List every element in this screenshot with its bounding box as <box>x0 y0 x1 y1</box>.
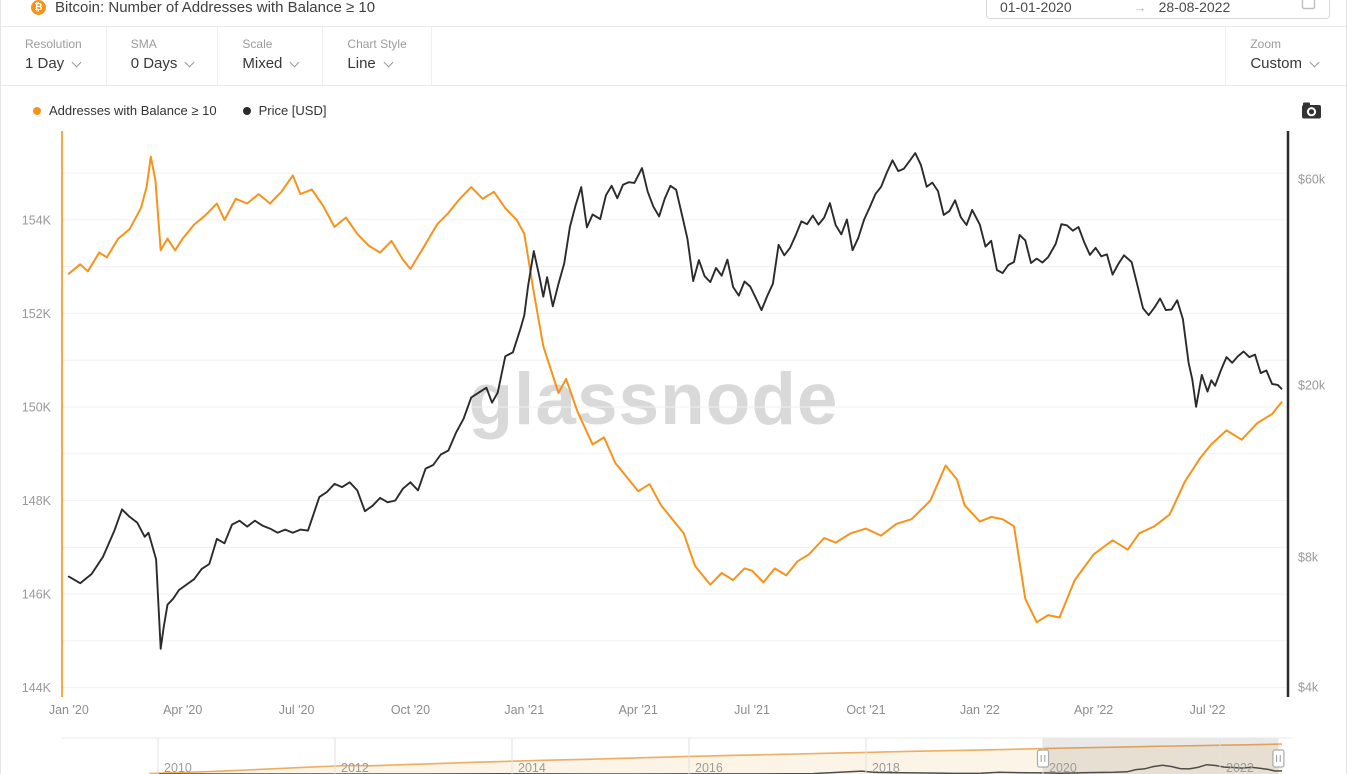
chart-style-value: Line <box>347 55 376 72</box>
chevron-down-icon <box>184 57 195 67</box>
x-axis-tick-label: Jul '20 <box>279 703 315 717</box>
chevron-down-icon <box>1309 57 1320 67</box>
right-axis-tick-label: $20k <box>1298 378 1326 392</box>
scale-label: Scale <box>242 37 273 51</box>
camera-icon <box>1302 102 1321 119</box>
minimap[interactable]: 2010 2012 2014 2016 2018 2020 2022 <box>1 735 1347 774</box>
header: ₿ Bitcoin: Number of Addresses with Bala… <box>1 0 1346 27</box>
scale-dropdown[interactable]: Scale Mixed <box>218 27 324 85</box>
zoom-label: Zoom <box>1250 37 1281 51</box>
zoom-dropdown[interactable]: Zoom Custom <box>1225 27 1346 85</box>
sma-label: SMA <box>130 37 157 51</box>
minimap-area-fill <box>149 744 1282 774</box>
resolution-label: Resolution <box>25 37 82 51</box>
metric-title-group: ₿ Bitcoin: Number of Addresses with Bala… <box>31 0 375 18</box>
date-to-input[interactable]: 28-08-2022 <box>1158 0 1231 15</box>
x-axis-tick-label: Apr '20 <box>163 703 202 717</box>
legend-item-addresses[interactable]: Addresses with Balance ≥ 10 <box>33 103 217 118</box>
x-axis-tick-label: Apr '21 <box>619 703 658 717</box>
resolution-dropdown[interactable]: Resolution 1 Day <box>1 27 107 85</box>
chevron-down-icon <box>383 57 394 67</box>
sma-value: 0 Days <box>130 55 178 72</box>
left-axis-tick-label: 150K <box>22 400 52 414</box>
date-range-picker[interactable]: 01-01-2020 → 28-08-2022 <box>986 0 1330 19</box>
chart-area: Addresses with Balance ≥ 10 Price [USD] … <box>1 86 1346 735</box>
legend-label-addresses: Addresses with Balance ≥ 10 <box>49 103 217 118</box>
camera-button[interactable] <box>1301 102 1322 119</box>
minimap-year-label: 2016 <box>695 761 723 774</box>
zoom-value: Custom <box>1250 55 1302 72</box>
date-from-input[interactable]: 01-01-2020 <box>1000 0 1072 15</box>
x-axis-tick-label: Jan '21 <box>504 703 544 717</box>
page-title: Bitcoin: Number of Addresses with Balanc… <box>55 0 376 16</box>
minimap-year-label: 2022 <box>1226 761 1254 774</box>
minimap-year-label: 2010 <box>164 761 192 774</box>
brush-handle-right[interactable] <box>1272 749 1285 768</box>
glassnode-watermark: glassnode <box>468 359 839 440</box>
x-axis-tick-label: Jan '20 <box>49 703 89 717</box>
chevron-down-icon <box>289 57 300 67</box>
chart-toolbar: Resolution 1 Day SMA 0 Days Scale Mixed … <box>1 27 1346 86</box>
right-axis-tick-label: $60k <box>1298 172 1326 186</box>
scale-value: Mixed <box>242 55 283 72</box>
left-axis-tick-label: 148K <box>22 494 52 508</box>
left-axis-tick-label: 152K <box>22 307 52 321</box>
legend-item-price[interactable]: Price [USD] <box>242 103 327 118</box>
legend: Addresses with Balance ≥ 10 Price [USD] <box>1 86 1346 122</box>
x-axis-tick-label: Jan '22 <box>960 703 1000 717</box>
minimap-year-label: 2014 <box>518 761 546 774</box>
chevron-down-icon <box>71 57 82 67</box>
toolbar-spacer <box>432 27 1226 85</box>
price-series-line <box>67 152 1283 650</box>
x-axis-tick-label: Jul '21 <box>734 703 770 717</box>
right-axis-tick-label: $8k <box>1298 550 1319 564</box>
sma-dropdown[interactable]: SMA 0 Days <box>107 27 219 85</box>
left-axis-tick-label: 154K <box>22 213 52 227</box>
minimap-year-label: 2012 <box>341 761 369 774</box>
arrow-right-icon: → <box>1133 0 1147 15</box>
minimap-addresses-line <box>149 743 1283 774</box>
x-axis-tick-label: Apr '22 <box>1074 703 1113 717</box>
addresses-series-line <box>67 155 1283 624</box>
bitcoin-icon: ₿ <box>31 0 46 15</box>
right-axis-tick-label: $4k <box>1298 680 1319 694</box>
calendar-icon[interactable] <box>1301 0 1316 15</box>
legend-label-price: Price [USD] <box>258 103 327 118</box>
x-axis-tick-label: Jul '22 <box>1190 703 1226 717</box>
x-axis-tick-label: Oct '20 <box>391 703 430 717</box>
addresses-series-dot <box>33 106 41 115</box>
resolution-value: 1 Day <box>25 55 65 72</box>
minimap-year-label: 2018 <box>872 761 900 774</box>
price-series-dot <box>242 106 251 115</box>
chart-style-label: Chart Style <box>347 37 407 51</box>
chart-style-dropdown[interactable]: Chart Style Line <box>323 27 432 85</box>
main-chart[interactable]: 154K 152K 150K 148K 146K 144K $60k $20k $8k $4k Ja… <box>1 86 1347 735</box>
left-axis-tick-label: 146K <box>22 588 52 602</box>
x-axis-tick-label: Oct '21 <box>846 703 885 717</box>
minimap-year-label: 2020 <box>1049 761 1077 774</box>
brush-handle-left[interactable] <box>1036 749 1050 768</box>
left-axis-tick-label: 144K <box>22 681 52 695</box>
